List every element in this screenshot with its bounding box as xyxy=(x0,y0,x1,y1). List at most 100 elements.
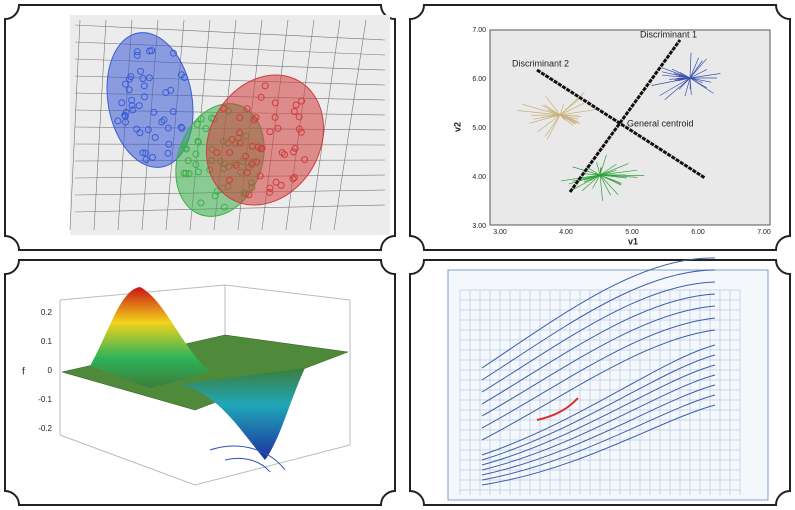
scatter-point xyxy=(261,82,269,90)
grid-line xyxy=(69,19,81,231)
percentile-curve xyxy=(481,354,716,461)
star-ray xyxy=(559,103,565,116)
y-tick-label: 4.00 xyxy=(472,174,486,181)
grid-line xyxy=(309,19,341,231)
scatter-point xyxy=(150,108,158,116)
scatter-point xyxy=(252,113,260,121)
scatter-point xyxy=(128,96,136,104)
x-tick-label: 5.00 xyxy=(625,229,639,236)
scatter-point xyxy=(194,168,202,176)
discriminant-line xyxy=(536,68,706,180)
z-tick-label: 0 xyxy=(48,366,53,375)
percentile-curve xyxy=(481,384,716,476)
scatter-point xyxy=(242,152,250,160)
star-ray xyxy=(599,174,645,176)
scatter-point xyxy=(142,156,150,164)
star-ray xyxy=(689,77,692,95)
scatter-point xyxy=(122,108,130,116)
scatter-point xyxy=(236,129,244,137)
scatter-point xyxy=(158,118,166,126)
scatter-point xyxy=(167,86,175,94)
star-ray xyxy=(689,77,712,83)
star-ray xyxy=(541,114,561,118)
scatter-point xyxy=(278,149,286,157)
star-ray xyxy=(592,174,601,189)
discriminant-2-label: Discriminant 2 xyxy=(512,58,569,68)
scatter-point xyxy=(140,93,148,101)
scatter-point xyxy=(290,173,298,181)
scatter-point xyxy=(144,126,152,134)
star-ray xyxy=(689,77,708,89)
scatter-point xyxy=(164,149,172,157)
percentile-curve xyxy=(481,364,716,466)
z-tick-label: -0.2 xyxy=(38,424,52,433)
star-ray xyxy=(599,174,619,196)
scatter-point xyxy=(295,125,303,133)
percentile-curve xyxy=(481,305,716,417)
star-ray xyxy=(684,77,691,97)
star-ray xyxy=(559,114,580,125)
scatter-point xyxy=(114,117,122,125)
star-ray xyxy=(689,73,721,79)
surface-trough xyxy=(180,368,305,460)
star-ray xyxy=(680,77,691,80)
scatter-point xyxy=(291,144,299,152)
star-ray xyxy=(559,114,579,117)
percentile-curve xyxy=(481,344,716,456)
star-ray xyxy=(689,60,703,79)
x-axis-label: v1 xyxy=(628,236,638,246)
scatter-point xyxy=(133,51,141,59)
star-ray xyxy=(599,169,638,176)
star-ray xyxy=(599,167,602,176)
scatter-point xyxy=(136,129,144,137)
scatter-point xyxy=(180,141,188,149)
cluster-ellipse xyxy=(106,32,194,168)
scatter-point xyxy=(295,113,303,121)
scatter-point xyxy=(193,120,201,128)
grid-line xyxy=(333,19,367,231)
z-axis-label: f xyxy=(22,367,25,378)
star-ray xyxy=(568,174,601,185)
star-ray xyxy=(689,69,708,79)
scatter-point xyxy=(128,101,136,109)
scatter-point xyxy=(178,124,186,132)
surface-ridge xyxy=(90,287,210,388)
scatter-point xyxy=(151,133,159,141)
scatter-point xyxy=(236,139,244,147)
scatter-point xyxy=(185,169,193,177)
scatter-point xyxy=(256,172,264,180)
y-axis-label: v2 xyxy=(452,122,462,132)
discriminant-1-label: Discriminant 1 xyxy=(640,29,697,39)
scatter-point xyxy=(243,169,251,177)
star-ray xyxy=(599,163,617,176)
scatter-point xyxy=(298,97,306,105)
scatter-point xyxy=(125,86,133,94)
scatter-point xyxy=(290,108,298,116)
scatter-point xyxy=(213,149,221,157)
scatter-point xyxy=(257,93,265,101)
scatter-point xyxy=(139,75,147,83)
scatter-point xyxy=(271,113,279,121)
percentile-curve xyxy=(481,257,716,369)
scatter-point xyxy=(164,124,172,132)
scatter-point xyxy=(137,67,145,75)
star-ray xyxy=(529,114,561,124)
z-tick-label: 0.1 xyxy=(41,337,53,346)
star-ray xyxy=(659,77,691,96)
percentile-curve xyxy=(481,329,716,441)
star-ray xyxy=(599,154,607,176)
scatter-point xyxy=(280,150,288,158)
scatter-point xyxy=(266,184,274,192)
star-ray xyxy=(599,174,622,184)
y-tick-label: 6.00 xyxy=(472,76,486,83)
scatter-point xyxy=(118,99,126,107)
scatter-point xyxy=(127,73,135,81)
scatter-point xyxy=(254,143,262,151)
star-ray xyxy=(590,174,601,181)
percentile-curve xyxy=(481,281,716,393)
scatter-point xyxy=(277,181,285,189)
scatter-point xyxy=(289,175,297,183)
star-ray xyxy=(537,114,561,133)
percentile-curve xyxy=(481,269,716,381)
scatter-point xyxy=(289,148,297,156)
